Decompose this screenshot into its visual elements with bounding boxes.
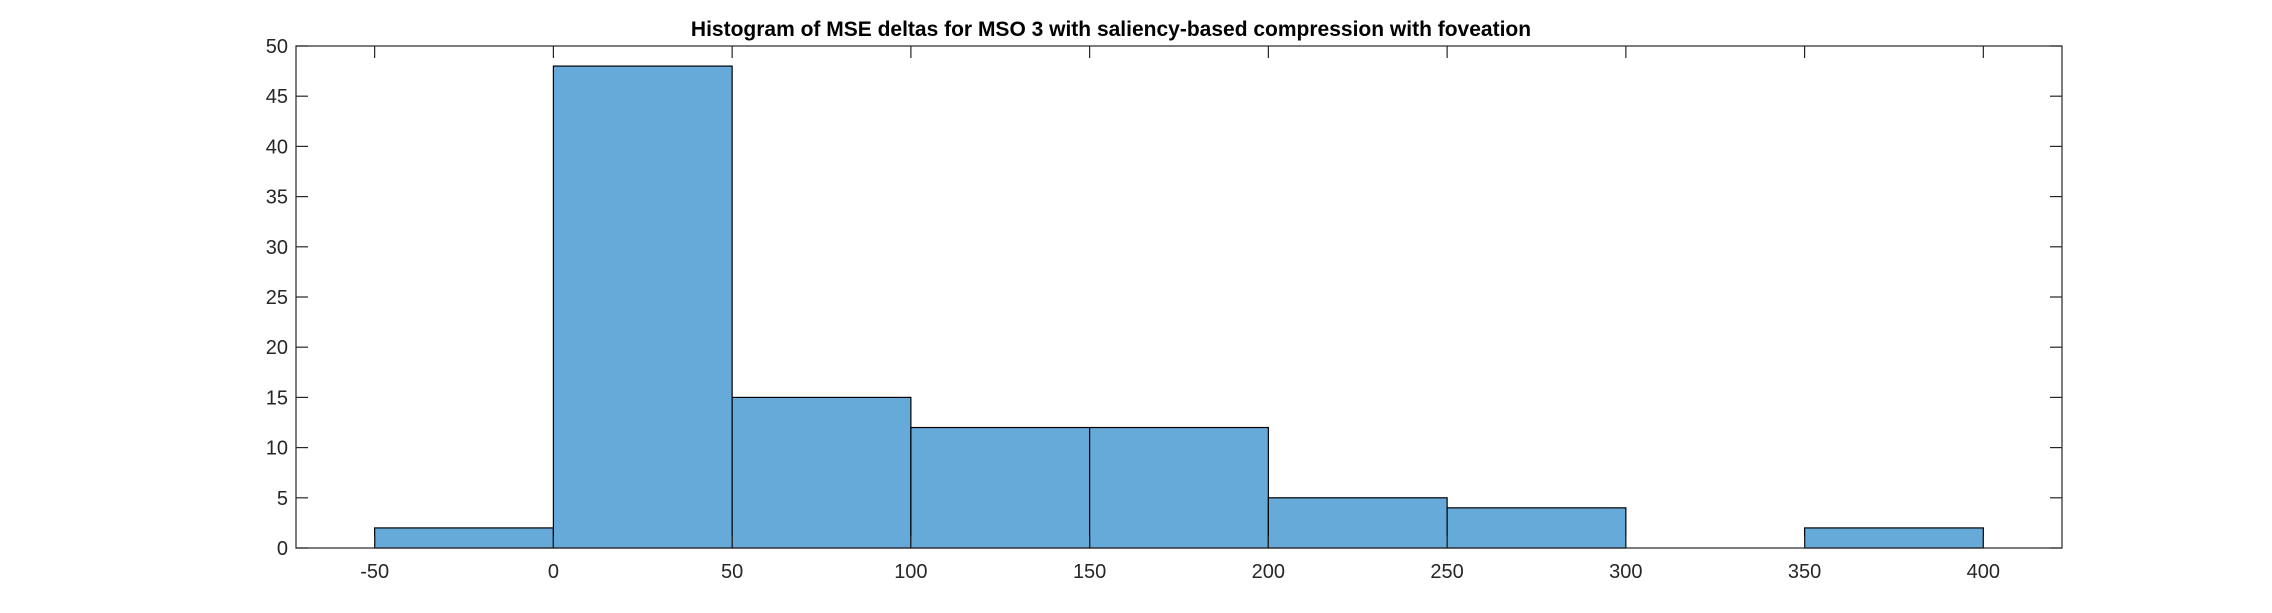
- x-tick-label: -50: [360, 561, 389, 583]
- bars-layer: [374, 65, 1984, 549]
- y-tick-label: 50: [266, 36, 288, 58]
- y-tick-label: 15: [266, 387, 288, 409]
- y-tick-label: 40: [266, 136, 288, 158]
- histogram-bar: [1089, 426, 1269, 549]
- histogram-bar: [1267, 497, 1448, 549]
- x-tick-label: 150: [1073, 561, 1106, 583]
- y-tick-label: 5: [277, 488, 288, 510]
- x-tick-label: 250: [1430, 561, 1463, 583]
- x-tick-label: 50: [721, 561, 743, 583]
- y-tick-label: 25: [266, 287, 288, 309]
- y-tick-label: 20: [266, 337, 288, 359]
- histogram-bar: [552, 65, 733, 549]
- x-tick-label: 400: [1967, 561, 2000, 583]
- y-tick-label: 35: [266, 187, 288, 209]
- histogram-bar: [1446, 507, 1627, 549]
- histogram-bar: [731, 396, 912, 549]
- histogram-bar: [910, 426, 1091, 549]
- y-tick-label: 45: [266, 86, 288, 108]
- chart-title: Histogram of MSE deltas for MSO 3 with s…: [691, 18, 1531, 41]
- x-tick-label: 200: [1252, 561, 1285, 583]
- y-tick-label: 10: [266, 438, 288, 460]
- histogram-bar: [374, 527, 554, 549]
- y-tick-label: 30: [266, 237, 288, 259]
- x-tick-label: 350: [1788, 561, 1821, 583]
- y-tick-label: 0: [277, 538, 288, 560]
- histogram-bar: [1804, 527, 1984, 549]
- x-tick-label: 0: [548, 561, 559, 583]
- ticks-layer: -50 0 50 100 150 200 250 300 350 400 0 5 10 15 20 25 30 3…: [266, 36, 2062, 583]
- x-tick-label: 300: [1609, 561, 1642, 583]
- x-tick-label: 100: [894, 561, 927, 583]
